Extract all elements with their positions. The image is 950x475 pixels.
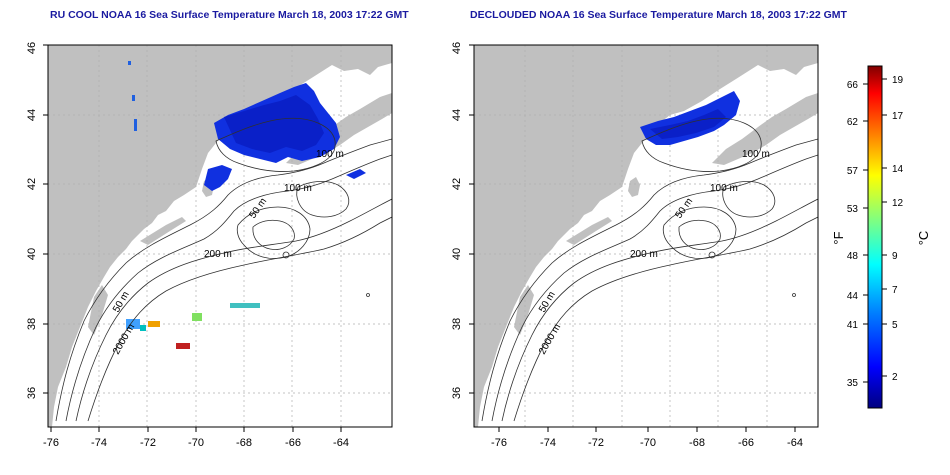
left-x-tick-label: -68 [236,437,252,449]
left-sst-speck [134,119,137,131]
colorbar-gradient [867,65,883,409]
right-x-tick-label: -64 [787,437,803,449]
contour-label-200m: 200 m [630,249,658,260]
contour-label-100m-a: 100 m [316,149,344,160]
right-x-tick-label: -76 [491,437,507,449]
colorbar-f-tick: 48 [847,251,859,262]
left-map-panel: 100 m 100 m 50 m 200 m 50 m 2000 m -76 -… [26,42,393,449]
right-x-tick-label: -74 [540,437,556,449]
right-map-panel: 100 m 100 m 50 m 200 m 50 m 2000 m -76 -… [451,42,819,449]
left-y-tick-label: 44 [26,109,38,121]
left-sst-speck [126,319,140,329]
left-map-title: RU COOL NOAA 16 Sea Surface Temperature … [50,9,409,21]
right-y-tick-label: 40 [451,248,463,260]
colorbar-f-tick: 41 [847,320,859,331]
right-y-tick-label: 46 [451,42,463,54]
left-x-tick-label: -72 [140,437,156,449]
colorbar-f-tick: 66 [847,80,859,91]
colorbar-c-tick: 12 [892,198,904,209]
right-map-frame [473,44,819,428]
left-x-tick-label: -70 [188,437,204,449]
colorbar-c-tick: 2 [892,372,898,383]
left-x-tick-label: -64 [333,437,349,449]
left-sst-patch-inner [224,95,324,153]
colorbar-fahrenheit-label: °F [831,231,846,244]
left-sst-speck [176,343,190,349]
left-x-tick-label: -76 [43,437,59,449]
right-y-tick-label: 42 [451,178,463,190]
colorbar-ticks [863,78,887,383]
colorbar-c-tick: 7 [892,285,898,296]
colorbar-c-tick: 14 [892,164,904,175]
colorbar-c-tick: 9 [892,251,898,262]
contour-label-100m-b: 100 m [284,183,312,194]
right-map-title: DECLOUDED NOAA 16 Sea Surface Temperatur… [470,9,847,21]
left-sst-speck [192,313,202,321]
right-y-tick-label: 38 [451,318,463,330]
colorbar-c-tick: 17 [892,111,904,122]
right-x-tick-label: -68 [689,437,705,449]
left-y-tick-label: 46 [26,42,38,54]
contour-label-200m: 200 m [204,249,232,260]
left-axis-ticks [43,44,342,432]
right-axis-ticks [469,44,796,432]
left-x-tick-label: -66 [285,437,301,449]
contour-label-100m-b: 100 m [710,183,738,194]
left-sst-patch-cape-cod [204,165,232,191]
right-sst-patch-inner [650,109,726,139]
left-sst-speck [148,321,160,327]
colorbar-f-tick: 53 [847,204,859,215]
left-y-tick-label: 36 [26,387,38,399]
right-x-tick-label: -66 [738,437,754,449]
left-map-frame [47,44,393,428]
colorbar-f-tick: 62 [847,117,859,128]
left-sst-speck [140,325,146,331]
colorbar-c-tick: 5 [892,320,898,331]
left-sst-patch-east [346,169,366,179]
right-y-tick-label: 44 [451,109,463,121]
left-y-tick-label: 42 [26,178,38,190]
left-sst-speck [132,95,135,101]
right-x-tick-label: -70 [640,437,656,449]
left-y-tick-label: 40 [26,248,38,260]
right-x-tick-label: -72 [588,437,604,449]
left-x-tick-label: -74 [91,437,107,449]
contour-label-100m-a: 100 m [742,149,770,160]
colorbar-f-tick: 44 [847,291,859,302]
left-y-tick-label: 38 [26,318,38,330]
colorbar-f-tick: 35 [847,378,859,389]
colorbar-c-tick: 19 [892,75,904,86]
left-sst-speck [230,303,260,308]
left-sst-speck [128,61,131,65]
temperature-colorbar: 66 62 57 53 48 44 41 35 19 17 14 12 9 7 … [831,65,931,409]
colorbar-f-tick: 57 [847,166,859,177]
right-y-tick-label: 36 [451,387,463,399]
colorbar-celsius-label: °C [916,231,931,246]
